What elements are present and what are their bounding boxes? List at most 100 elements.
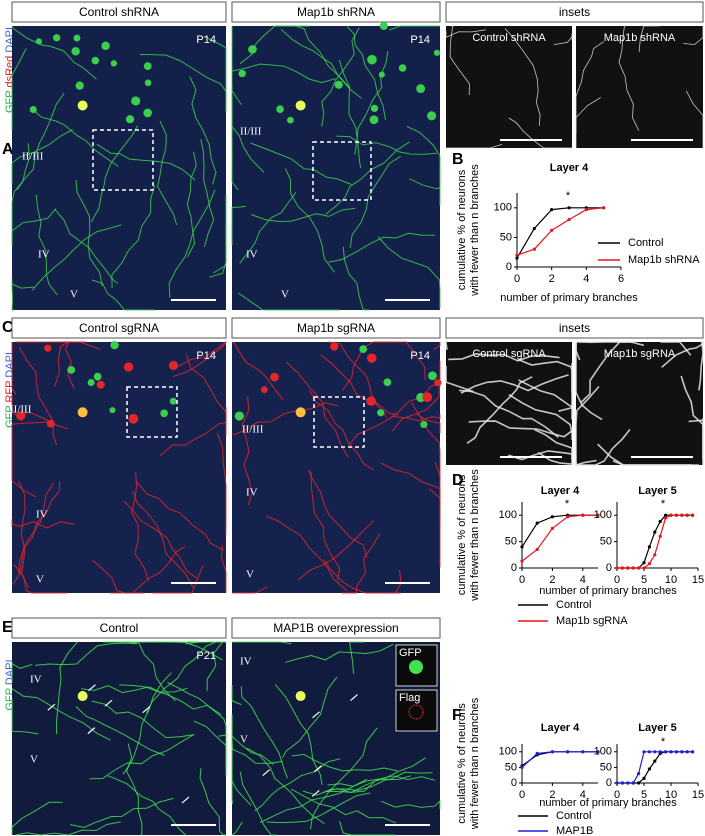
point	[680, 750, 684, 754]
neurite	[240, 686, 288, 779]
neurite	[392, 414, 441, 422]
series-line	[521, 514, 598, 548]
soma	[366, 396, 376, 406]
layer-label: II/III	[22, 151, 44, 163]
soma	[53, 34, 61, 42]
inset-label: Map1b shRNA	[604, 32, 676, 44]
point	[637, 772, 641, 776]
neurite	[157, 120, 178, 226]
significance: *	[661, 498, 666, 510]
point	[658, 750, 662, 754]
micrograph	[12, 26, 226, 310]
chart-title: Layer 5	[638, 722, 677, 734]
legend-label: Control	[628, 237, 663, 249]
soma	[109, 407, 116, 414]
soma	[295, 407, 306, 418]
neurite	[323, 771, 433, 794]
arrow	[314, 765, 322, 773]
neurite	[466, 376, 533, 444]
soma	[110, 60, 118, 67]
neurite	[11, 25, 97, 80]
neurite	[290, 788, 397, 824]
x-tick-label: 5	[641, 574, 647, 586]
neurite	[250, 142, 352, 185]
chart-title: Layer 4	[541, 485, 580, 497]
neurite	[698, 341, 704, 391]
point	[550, 526, 555, 531]
neurite	[231, 205, 246, 246]
neurite	[518, 358, 573, 393]
neurite	[618, 25, 640, 131]
y-tick-label: 100	[494, 202, 512, 214]
neurite	[12, 482, 55, 585]
neurite	[81, 685, 188, 694]
soma	[416, 84, 426, 94]
age-label: P21	[196, 650, 216, 662]
arrow	[312, 711, 320, 719]
neurite	[11, 48, 27, 131]
neurite	[35, 642, 137, 666]
neurite	[75, 179, 103, 287]
neurite	[381, 799, 441, 810]
point	[691, 513, 695, 517]
neurite	[31, 224, 122, 291]
point	[515, 253, 519, 257]
point	[566, 515, 570, 519]
series-line	[516, 207, 604, 259]
neurite	[119, 684, 222, 715]
neurite	[31, 108, 119, 167]
neurite	[11, 287, 15, 311]
neurite	[685, 90, 704, 148]
neurite	[15, 821, 121, 836]
neurite	[291, 753, 399, 772]
neurite	[338, 59, 361, 169]
neurite	[241, 396, 253, 506]
soma	[35, 38, 42, 45]
panel-letter: F	[452, 707, 462, 724]
y-tick-label: 50	[505, 761, 517, 773]
point	[535, 547, 539, 552]
point	[647, 750, 652, 754]
y-axis-label: cumulative % of neurons	[456, 474, 468, 595]
soma	[379, 21, 388, 31]
arrow	[311, 789, 320, 797]
point	[532, 226, 536, 231]
neurite	[449, 25, 470, 96]
neurite	[186, 151, 197, 258]
soma	[248, 45, 257, 54]
soma	[144, 79, 152, 87]
micrograph	[12, 642, 226, 835]
header-box	[445, 1, 704, 23]
point	[550, 515, 555, 519]
soma	[422, 392, 433, 403]
point	[658, 534, 662, 538]
neurite	[310, 471, 341, 581]
neurite	[221, 545, 227, 593]
soma	[234, 411, 244, 421]
series-line	[521, 751, 598, 767]
neurite	[122, 672, 172, 775]
age-label: P14	[196, 350, 216, 362]
neurite	[135, 481, 224, 551]
neurite	[389, 25, 440, 31]
point	[669, 750, 673, 754]
soma	[367, 353, 377, 363]
point	[685, 513, 689, 517]
layer-label: V	[240, 734, 248, 746]
neurite	[11, 278, 35, 291]
neurite	[284, 168, 335, 273]
soma	[160, 409, 168, 418]
series-line	[521, 514, 598, 562]
arrow	[87, 727, 96, 735]
x-tick-label: 15	[692, 789, 704, 801]
neurite	[508, 117, 572, 149]
micrograph	[232, 342, 440, 593]
soma	[75, 81, 84, 90]
y-tick-label: 50	[505, 536, 517, 548]
significance: *	[566, 190, 571, 202]
neurite	[325, 141, 410, 215]
soma	[101, 41, 110, 51]
point	[567, 218, 571, 222]
significance: *	[661, 736, 666, 748]
neurite	[246, 747, 325, 825]
